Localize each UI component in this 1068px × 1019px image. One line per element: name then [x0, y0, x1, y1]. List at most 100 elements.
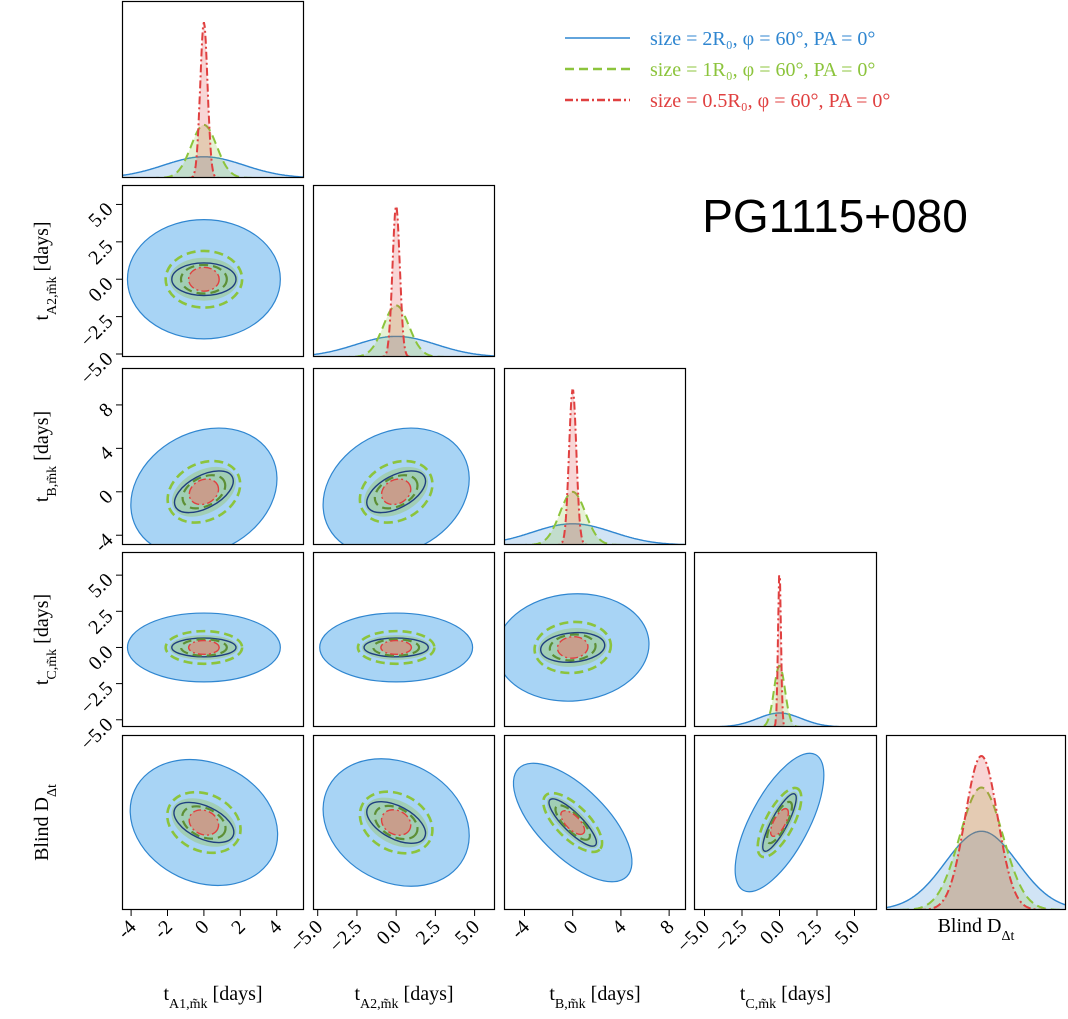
density-fill: [694, 713, 877, 727]
contour-fill: [380, 639, 413, 656]
label-sub: B,m̃k: [45, 466, 60, 497]
x-tick-label: 0: [560, 916, 583, 939]
y-tick-label: −2.5: [76, 311, 117, 352]
y-tick-label: −2.5: [76, 678, 117, 719]
x-tick-label: 5.0: [831, 916, 864, 949]
contour-line: [171, 637, 237, 658]
x-tick-label: −2.5: [325, 916, 366, 957]
contour-line: [372, 638, 421, 657]
contour-line: [173, 470, 234, 514]
x-tick-label: -2: [150, 916, 177, 943]
x-axis-label: Blind DΔt: [938, 915, 1015, 944]
x-tick-label: 2: [227, 916, 250, 939]
contour-line: [171, 262, 237, 297]
density-curve: [504, 389, 686, 545]
contour-line: [179, 263, 228, 295]
contour-line: [358, 459, 434, 524]
panel-frame: [312, 184, 496, 358]
contour-line: [173, 801, 235, 844]
panel-content: [886, 754, 1066, 910]
panel-frame: [121, 734, 305, 911]
x-tick-label: 8: [656, 916, 679, 939]
panel-frame: [693, 551, 878, 728]
contour-line: [548, 798, 598, 847]
y-axis-label: tA2,m̃k [days]: [31, 221, 60, 320]
contour-line: [765, 800, 794, 845]
panel: [693, 734, 878, 911]
label-main: t: [31, 679, 53, 685]
density-curve: [122, 156, 304, 178]
density-curve: [122, 123, 304, 178]
y-tick-label: 0: [95, 486, 118, 509]
label-main: t: [163, 983, 169, 1005]
panel-content: [129, 758, 279, 887]
panel-content: [130, 427, 278, 545]
panel-content: [126, 612, 281, 683]
legend-label: size = 0.5R₀, φ = 60°, PA = 0°: [650, 90, 890, 112]
panel-content: [319, 612, 474, 683]
legend-label: size = 2R₀, φ = 60°, PA = 0°: [650, 28, 875, 50]
x-tick-label: 2.5: [793, 916, 826, 949]
label-sub: A2,m̃k: [45, 276, 60, 315]
y-tick-label: 2.5: [84, 605, 117, 638]
label-main: t: [31, 496, 53, 502]
x-tick-label: 0.0: [372, 916, 405, 949]
x-tick-label: −2.5: [710, 916, 751, 957]
x-tick-label: -4: [113, 916, 140, 943]
panel-content: [694, 575, 877, 727]
panel: [503, 551, 687, 728]
contour-fill: [380, 809, 412, 836]
panel: [503, 367, 687, 546]
panel-frame: [312, 551, 496, 728]
panel-frame: [693, 734, 878, 911]
contour-line: [181, 805, 227, 840]
x-tick-label: 0.0: [756, 916, 789, 949]
contour-line: [539, 631, 606, 663]
x-axis-label: tB,m̃k [days]: [549, 983, 640, 1012]
label-rest: [days]: [31, 594, 53, 649]
contour-line: [366, 470, 427, 514]
label-sub: C,m̃k: [745, 997, 776, 1012]
panel: [312, 734, 496, 911]
panel-frame: [885, 734, 1067, 911]
label-sub: Δt: [1002, 929, 1015, 944]
label-main: Blind D: [938, 915, 1002, 937]
panel: [312, 551, 496, 728]
panel: [121, 0, 305, 179]
panel-frame: [312, 367, 496, 546]
density-fill: [504, 390, 686, 545]
y-tick-label: 8: [95, 399, 118, 422]
density-curve: [694, 664, 877, 727]
contour-line: [373, 474, 419, 510]
label-sub: B,m̃k: [555, 997, 586, 1012]
x-axis-label: tC,m̃k [days]: [740, 983, 831, 1012]
panel-content: [512, 762, 633, 883]
chart-title: PG1115+080: [702, 190, 968, 242]
density-fill: [886, 831, 1066, 910]
label-rest: [days]: [31, 221, 53, 276]
contour-line: [356, 629, 436, 666]
density-fill: [122, 124, 304, 178]
y-tick-label: −5.0: [76, 714, 117, 755]
x-tick-label: 5.0: [451, 916, 484, 949]
panel-content: [504, 389, 686, 545]
panel: [885, 734, 1067, 911]
y-tick-label: -4: [90, 529, 117, 556]
label-main: t: [740, 983, 746, 1005]
y-tick-label: 0.0: [84, 641, 117, 674]
density-curve: [122, 22, 304, 178]
contour-line: [166, 459, 242, 524]
panel-content: [126, 219, 281, 340]
panel-content: [122, 22, 304, 178]
panel: [121, 367, 305, 546]
label-sub: A2,m̃k: [360, 997, 399, 1012]
label-sub: Δt: [45, 784, 60, 797]
label-main: t: [31, 315, 53, 321]
contour-line: [548, 633, 597, 662]
contour-fill: [380, 478, 412, 506]
y-tick-label: 5.0: [84, 569, 117, 602]
panel-content: [734, 752, 825, 893]
x-tick-label: -4: [507, 916, 534, 943]
